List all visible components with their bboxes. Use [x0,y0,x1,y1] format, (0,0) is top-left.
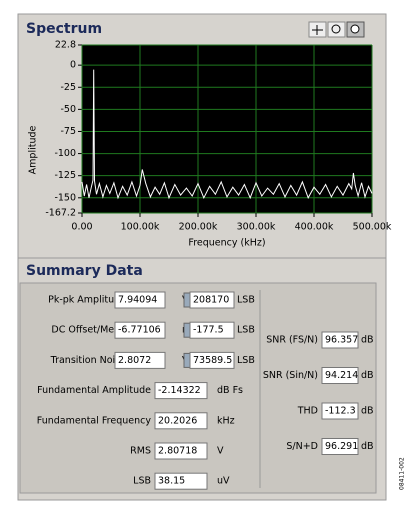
x-tick-label: 0.00 [71,222,92,233]
y-tick-label: -167.2 [45,208,76,219]
value-field [114,321,166,339]
y-tick-label: -100 [54,148,76,159]
field-label: SNR (Sin/N) [263,370,318,381]
field-value: -6.77106 [118,325,161,336]
y-axis-label: Amplitude [28,126,39,175]
value-field [189,351,235,369]
field-value: 2.80718 [158,446,197,457]
field-value: 20.2026 [158,415,197,426]
x-axis-label: Frequency (kHz) [188,238,265,249]
field-label: THD [297,406,318,417]
field-label: S/N+D [286,441,318,452]
x-tick-label: 100.00k [121,222,160,233]
field-unit: V [217,446,224,457]
field-unit: dB [361,441,374,452]
hand-icon [350,24,360,34]
field-unit: dB [361,370,374,381]
field-unit: kHz [217,415,235,426]
plot-area [82,45,372,213]
y-tick-label: -25 [60,82,76,93]
value-field [321,402,359,420]
field-unit: LSB [237,325,255,336]
field-label: Transition Noise [50,355,126,366]
spectrum-title: Spectrum [26,21,102,37]
y-tick-label: -50 [60,104,76,115]
field-value: 96.357 [325,335,358,346]
cursor-icon [312,25,323,35]
field-unit: dB [361,335,374,346]
field-indicator [183,322,191,338]
field-value: 38.15 [158,476,185,487]
magnify-icon [331,24,341,34]
y-tick-label: -125 [54,170,76,181]
field-label: RMS [130,446,151,457]
y-tick-label: 0 [70,60,76,71]
x-tick-label: 400.00k [295,222,334,233]
value-field [154,472,208,490]
field-unit: LSB [237,355,255,366]
value-field [114,351,166,369]
field-label: DC Offset/Mean [51,325,126,336]
y-tick-label: -75 [60,126,76,137]
field-indicator [183,292,191,308]
field-value: 208170 [193,295,229,306]
field-value: 2.8072 [118,355,151,366]
value-field [154,412,208,430]
value-field [114,291,166,309]
y-tick-label: 22.8 [55,40,76,51]
field-value: 7.94094 [118,295,157,306]
value-field [321,438,359,455]
value-field [189,291,235,309]
spectrum-trace [81,69,373,200]
field-value: -177.5 [193,325,224,336]
field-label: Fundamental Frequency [37,415,152,426]
field-label: LSB [133,476,151,487]
field-unit: LSB [237,295,255,306]
field-indicator [183,352,191,368]
value-field [321,331,359,349]
field-label: SNR (FS/N) [266,335,318,346]
value-field [154,382,208,400]
value-field [154,442,208,460]
value-field [321,367,359,384]
field-value: 73589.5 [193,355,232,366]
value-field [189,321,235,339]
y-tick-label: -150 [54,192,76,203]
toolbar [308,21,365,38]
field-label: Fundamental Amplitude [37,385,151,396]
summary-title: Summary Data [26,263,143,279]
field-value: 94.214 [325,370,358,381]
x-tick-label: 200.00k [179,222,218,233]
field-label: Pk-pk Amplitude [48,295,126,306]
field-unit: uV [217,476,230,487]
field-value: -112.3 [325,406,356,417]
field-unit: dB Fs [217,385,243,396]
x-tick-label: 500.00k [353,222,392,233]
field-value: 96.291 [325,441,358,452]
x-tick-label: 300.00k [237,222,276,233]
magnify-tool[interactable] [327,21,346,38]
figure-id: 08411-002 [399,457,406,490]
field-unit: dB [361,406,374,417]
field-value: -2.14322 [158,385,201,396]
plot: 22.8 0 -25 -50 -75 -100 -125 -150 -167.2 0.00 100.… [45,40,391,233]
